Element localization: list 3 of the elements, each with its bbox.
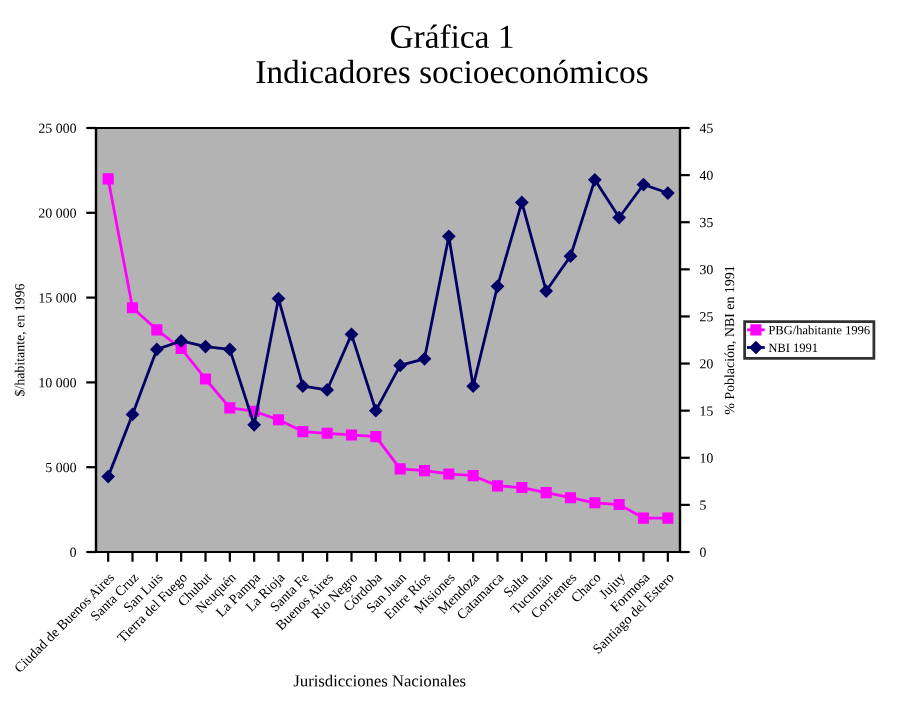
chart-title: Gráfica 1 — [390, 24, 513, 49]
chart-subtitle: Indicadores socioeconómicos — [256, 59, 648, 84]
x-axis-title: Jurisdicciones Nacionales — [293, 674, 466, 687]
